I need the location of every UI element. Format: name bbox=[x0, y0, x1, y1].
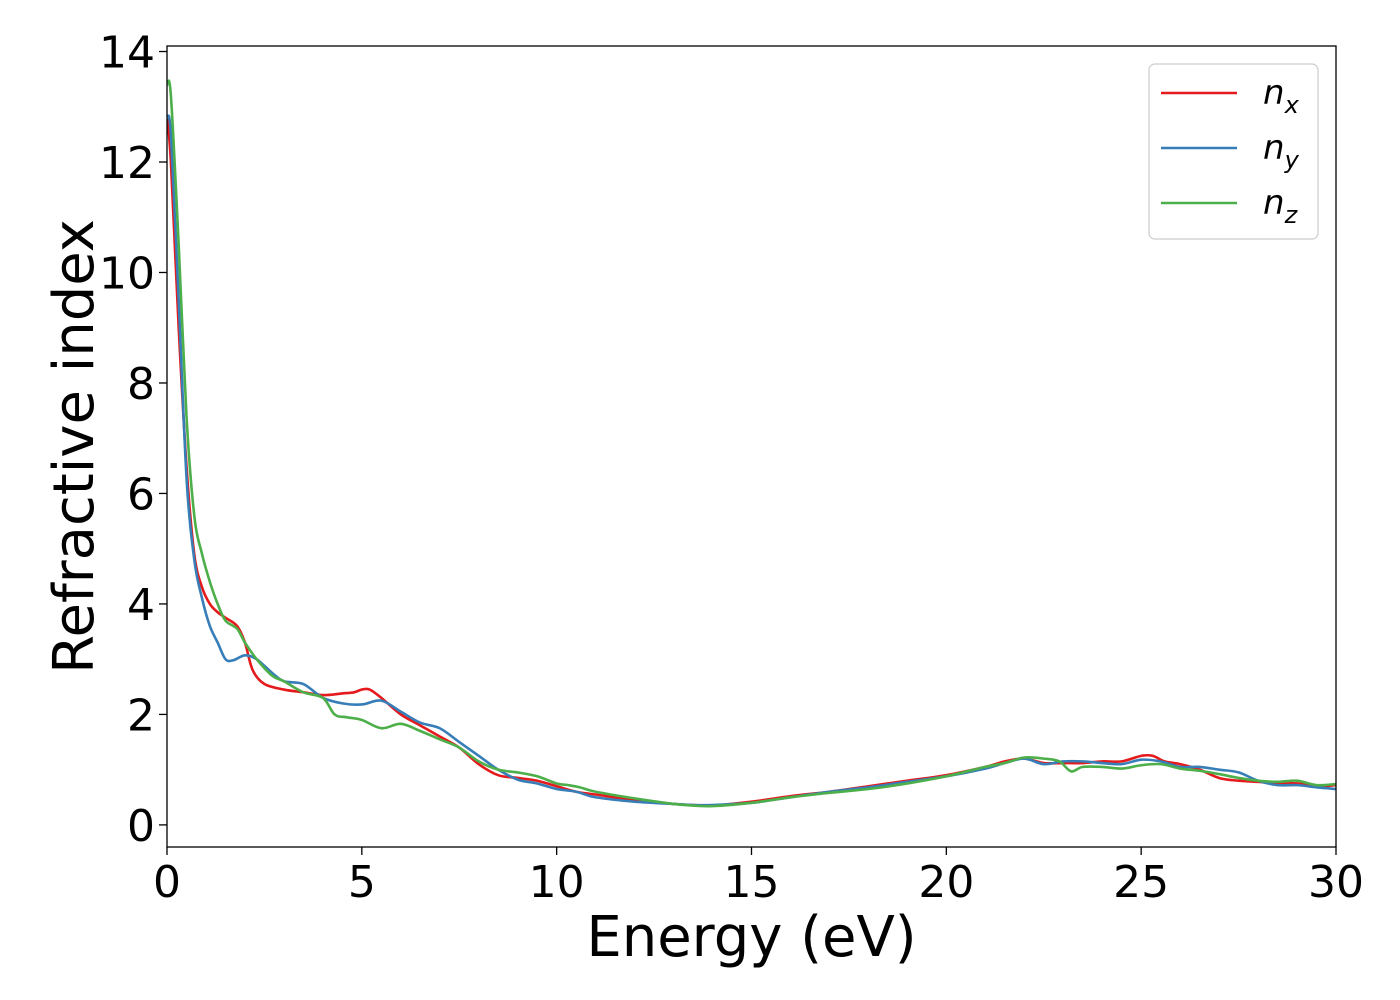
legend-label-ny: ny bbox=[1263, 128, 1300, 174]
ticks-layer: 0 5 10 15 20 25 30 0 2 4 6 8 10 12 14 bbox=[99, 28, 1364, 908]
x-tick-label: 0 bbox=[153, 857, 181, 908]
legend-label-main: n bbox=[1263, 183, 1285, 223]
y-tick-label: 8 bbox=[127, 359, 155, 410]
legend-label-main: n bbox=[1263, 128, 1285, 168]
series-line-ny bbox=[167, 114, 1336, 807]
legend-label-nx: nx bbox=[1263, 73, 1300, 119]
y-tick-label: 14 bbox=[99, 28, 155, 79]
y-tick-label: 0 bbox=[127, 801, 155, 852]
y-axis-label: Refractive index bbox=[42, 219, 107, 674]
y-tick-label: 12 bbox=[99, 138, 155, 189]
x-axis-label: Energy (eV) bbox=[586, 905, 916, 970]
legend-label-main: n bbox=[1263, 73, 1285, 113]
series-line-nz bbox=[167, 79, 1336, 808]
legend-label-subscript: x bbox=[1284, 91, 1300, 119]
legend-box bbox=[1148, 63, 1319, 240]
x-tick-label: 20 bbox=[918, 857, 974, 908]
x-tick-label: 10 bbox=[529, 857, 585, 908]
y-tick-label: 10 bbox=[99, 248, 155, 299]
legend-label-nz: nz bbox=[1263, 183, 1299, 229]
y-tick-label: 6 bbox=[127, 469, 155, 520]
x-tick-label: 25 bbox=[1113, 857, 1169, 908]
legend-label-subscript: y bbox=[1284, 146, 1300, 174]
x-tick-label: 30 bbox=[1308, 857, 1364, 908]
x-tick-label: 15 bbox=[724, 857, 780, 908]
series-layer bbox=[167, 79, 1336, 808]
x-tick-label: 5 bbox=[348, 857, 376, 908]
y-tick-label: 2 bbox=[127, 690, 155, 741]
y-tick-label: 4 bbox=[127, 580, 155, 631]
legend-label-subscript: z bbox=[1284, 201, 1299, 229]
